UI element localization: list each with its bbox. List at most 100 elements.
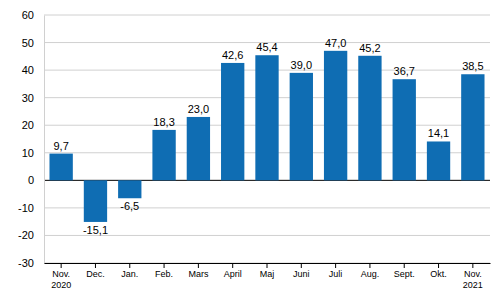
- x-tick-label: Feb.: [155, 269, 173, 279]
- x-tick-mark: [301, 263, 302, 268]
- bar: [461, 74, 484, 180]
- data-label: 47,0: [325, 37, 346, 49]
- x-tick-label: Jan.: [121, 269, 138, 279]
- x-tick-label-line: Nov.: [52, 269, 70, 279]
- y-tick: -10: [18, 202, 44, 214]
- bar: [427, 141, 450, 180]
- y-tick-label: -10: [18, 202, 34, 214]
- x-axis: Nov.2020 Dec. Jan. Feb. Mars April Maj Juni Juli…: [45, 263, 491, 290]
- x-tick-label-line: Juni: [293, 269, 310, 279]
- x-tick-label: Aug.: [361, 269, 380, 279]
- x-tick-mark: [335, 263, 336, 268]
- y-tick-label: 30: [22, 92, 34, 104]
- x-tick: Aug.: [361, 263, 380, 279]
- x-tick-label-line: Dec.: [86, 269, 105, 279]
- x-tick-label-line: 2021: [463, 280, 483, 290]
- data-label: 42,6: [222, 49, 243, 61]
- data-label: 14,1: [428, 127, 449, 139]
- x-tick: April: [224, 263, 242, 279]
- x-tick-label-line: Feb.: [155, 269, 173, 279]
- data-label: 38,5: [462, 60, 483, 72]
- x-tick: Okt.: [430, 263, 447, 279]
- y-tick: 30: [22, 92, 44, 104]
- x-tick-mark: [232, 263, 233, 268]
- bar: [393, 79, 416, 180]
- x-tick: Nov.2021: [463, 263, 483, 290]
- y-tick: 50: [22, 37, 44, 49]
- x-tick-mark: [95, 263, 96, 268]
- data-label: -6,5: [120, 200, 139, 212]
- x-tick-mark: [129, 263, 130, 268]
- x-tick-label: Nov.2020: [51, 269, 71, 290]
- y-tick: 40: [22, 64, 44, 76]
- x-tick-label: Maj: [260, 269, 275, 279]
- data-labels: 9,7-15,1-6,518,323,042,645,439,047,045,2…: [54, 37, 484, 236]
- plot: -30 -20 -10 0 10 20 30 40 50 60 Nov.2020 Dec. Jan. Fe…: [18, 9, 490, 290]
- x-tick-label: Sept.: [394, 269, 415, 279]
- bar: [152, 130, 175, 180]
- bar: [84, 180, 107, 222]
- bar: [49, 154, 72, 181]
- x-tick-label: Nov.2021: [463, 269, 483, 290]
- data-label: 45,4: [256, 41, 277, 53]
- y-tick: 10: [22, 147, 44, 159]
- x-tick-label: Juli: [329, 269, 343, 279]
- data-label: -15,1: [83, 224, 108, 236]
- bar: [324, 51, 347, 181]
- x-tick-label-line: Jan.: [121, 269, 138, 279]
- x-tick: Maj: [260, 263, 275, 279]
- y-tick: 20: [22, 119, 44, 131]
- x-tick: Juni: [293, 263, 310, 279]
- y-tick-label: -20: [18, 229, 34, 241]
- x-tick: Feb.: [155, 263, 173, 279]
- y-tick: -20: [18, 229, 44, 241]
- x-tick-label: Mars: [188, 269, 208, 279]
- x-tick-label-line: April: [224, 269, 242, 279]
- x-tick-label-line: Okt.: [430, 269, 447, 279]
- y-tick-label: 50: [22, 37, 34, 49]
- x-tick-mark: [369, 263, 370, 268]
- bar: [221, 63, 244, 180]
- x-tick-mark: [164, 263, 165, 268]
- bar: [358, 56, 381, 181]
- x-tick-label-line: Mars: [188, 269, 208, 279]
- x-tick-label-line: 2020: [51, 280, 71, 290]
- chart: -30 -20 -10 0 10 20 30 40 50 60 Nov.2020 Dec. Jan. Fe…: [0, 0, 500, 300]
- y-tick-label: 60: [22, 9, 34, 21]
- y-tick: -30: [18, 257, 44, 269]
- x-tick: Nov.2020: [51, 263, 71, 290]
- data-label: 23,0: [188, 103, 209, 115]
- y-tick-label: 40: [22, 64, 34, 76]
- x-tick-label-line: Juli: [329, 269, 343, 279]
- y-tick-label: 20: [22, 119, 34, 131]
- y-axis: -30 -20 -10 0 10 20 30 40 50 60: [18, 9, 44, 269]
- x-tick: Dec.: [86, 263, 105, 279]
- x-tick-label-line: Maj: [260, 269, 275, 279]
- y-tick-label: 0: [28, 174, 34, 186]
- x-tick: Sept.: [394, 263, 415, 279]
- x-tick-label-line: Sept.: [394, 269, 415, 279]
- bar: [118, 180, 141, 198]
- x-tick-mark: [267, 263, 268, 268]
- x-tick: Jan.: [121, 263, 138, 279]
- grid-line: [44, 235, 490, 236]
- y-axis-line: [44, 16, 45, 264]
- y-tick: 0: [28, 174, 44, 186]
- x-tick-label: Juni: [293, 269, 310, 279]
- y-tick-label: -30: [18, 257, 34, 269]
- bars: [49, 51, 484, 222]
- data-label: 18,3: [153, 116, 174, 128]
- x-tick-mark: [438, 263, 439, 268]
- x-tick-mark: [404, 263, 405, 268]
- x-tick-label-line: Aug.: [361, 269, 380, 279]
- bar: [255, 55, 278, 180]
- y-tick: 60: [22, 9, 44, 21]
- grid: [44, 15, 490, 263]
- x-tick-mark: [198, 263, 199, 268]
- data-label: 39,0: [291, 59, 312, 71]
- bar: [187, 117, 210, 180]
- x-tick-label: Dec.: [86, 269, 105, 279]
- grid-line: [44, 15, 490, 16]
- x-tick-mark: [61, 263, 62, 268]
- x-tick-mark: [472, 263, 473, 268]
